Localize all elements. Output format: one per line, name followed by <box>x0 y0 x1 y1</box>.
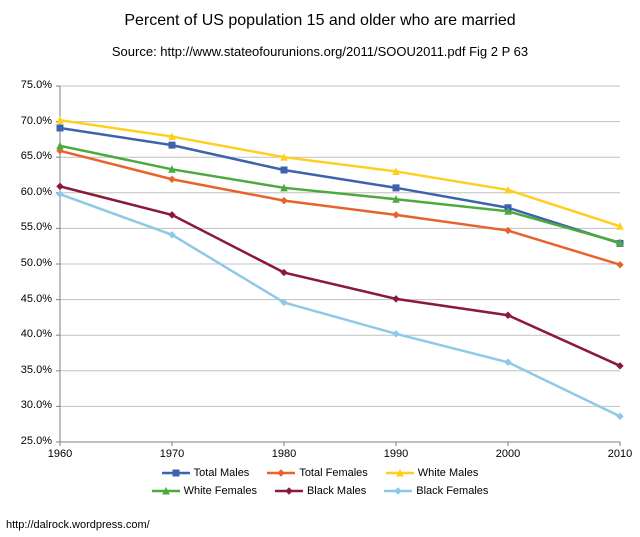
legend-item: Black Females <box>384 484 488 498</box>
legend-swatch-icon <box>162 466 190 480</box>
legend-label: Total Males <box>194 467 250 479</box>
y-tick-label: 65.0% <box>10 150 52 162</box>
series-marker <box>281 167 287 173</box>
legend-item: White Females <box>152 484 257 498</box>
legend-label: Black Males <box>307 485 366 497</box>
legend-item: Total Males <box>162 466 250 480</box>
y-tick-label: 45.0% <box>10 293 52 305</box>
chart-title: Percent of US population 15 and older wh… <box>0 12 640 30</box>
source-link: http://dalrock.wordpress.com/ <box>6 519 150 531</box>
y-tick-label: 25.0% <box>10 435 52 447</box>
y-tick-label: 55.0% <box>10 221 52 233</box>
y-tick-label: 35.0% <box>10 364 52 376</box>
chart-plot <box>0 0 640 537</box>
series-marker <box>57 191 63 197</box>
series-line <box>60 186 620 365</box>
series-line <box>60 128 620 243</box>
series-marker <box>393 212 399 218</box>
legend-label: Black Females <box>416 485 488 497</box>
legend-swatch-icon <box>386 466 414 480</box>
legend-label: White Males <box>418 467 479 479</box>
x-tick-label: 1980 <box>264 448 304 460</box>
series-marker <box>57 125 63 131</box>
legend-swatch-icon <box>152 484 180 498</box>
y-tick-label: 50.0% <box>10 257 52 269</box>
legend-swatch-icon <box>384 484 412 498</box>
legend-label: White Females <box>184 485 257 497</box>
x-tick-label: 2000 <box>488 448 528 460</box>
x-tick-label: 1990 <box>376 448 416 460</box>
x-tick-label: 1970 <box>152 448 192 460</box>
legend-label: Total Females <box>299 467 367 479</box>
series-marker <box>393 296 399 302</box>
chart-stage: Percent of US population 15 and older wh… <box>0 0 640 537</box>
y-tick-label: 30.0% <box>10 399 52 411</box>
series-marker <box>617 262 623 268</box>
series-line <box>60 194 620 416</box>
x-tick-label: 1960 <box>40 448 80 460</box>
series-marker <box>393 185 399 191</box>
series-marker <box>169 142 175 148</box>
y-tick-label: 40.0% <box>10 328 52 340</box>
y-tick-label: 75.0% <box>10 79 52 91</box>
series-marker <box>281 198 287 204</box>
legend-swatch-icon <box>267 466 295 480</box>
series-marker <box>393 331 399 337</box>
y-tick-label: 60.0% <box>10 186 52 198</box>
legend-item: Black Males <box>275 484 366 498</box>
chart-subtitle: Source: http://www.stateofourunions.org/… <box>0 44 640 59</box>
y-tick-label: 70.0% <box>10 115 52 127</box>
legend-item: White Males <box>386 466 479 480</box>
legend-swatch-icon <box>275 484 303 498</box>
chart-legend: Total Males Total Females White Males White… <box>0 466 640 502</box>
x-tick-label: 2010 <box>600 448 640 460</box>
series-marker <box>57 183 63 189</box>
series-marker <box>169 176 175 182</box>
legend-item: Total Females <box>267 466 367 480</box>
